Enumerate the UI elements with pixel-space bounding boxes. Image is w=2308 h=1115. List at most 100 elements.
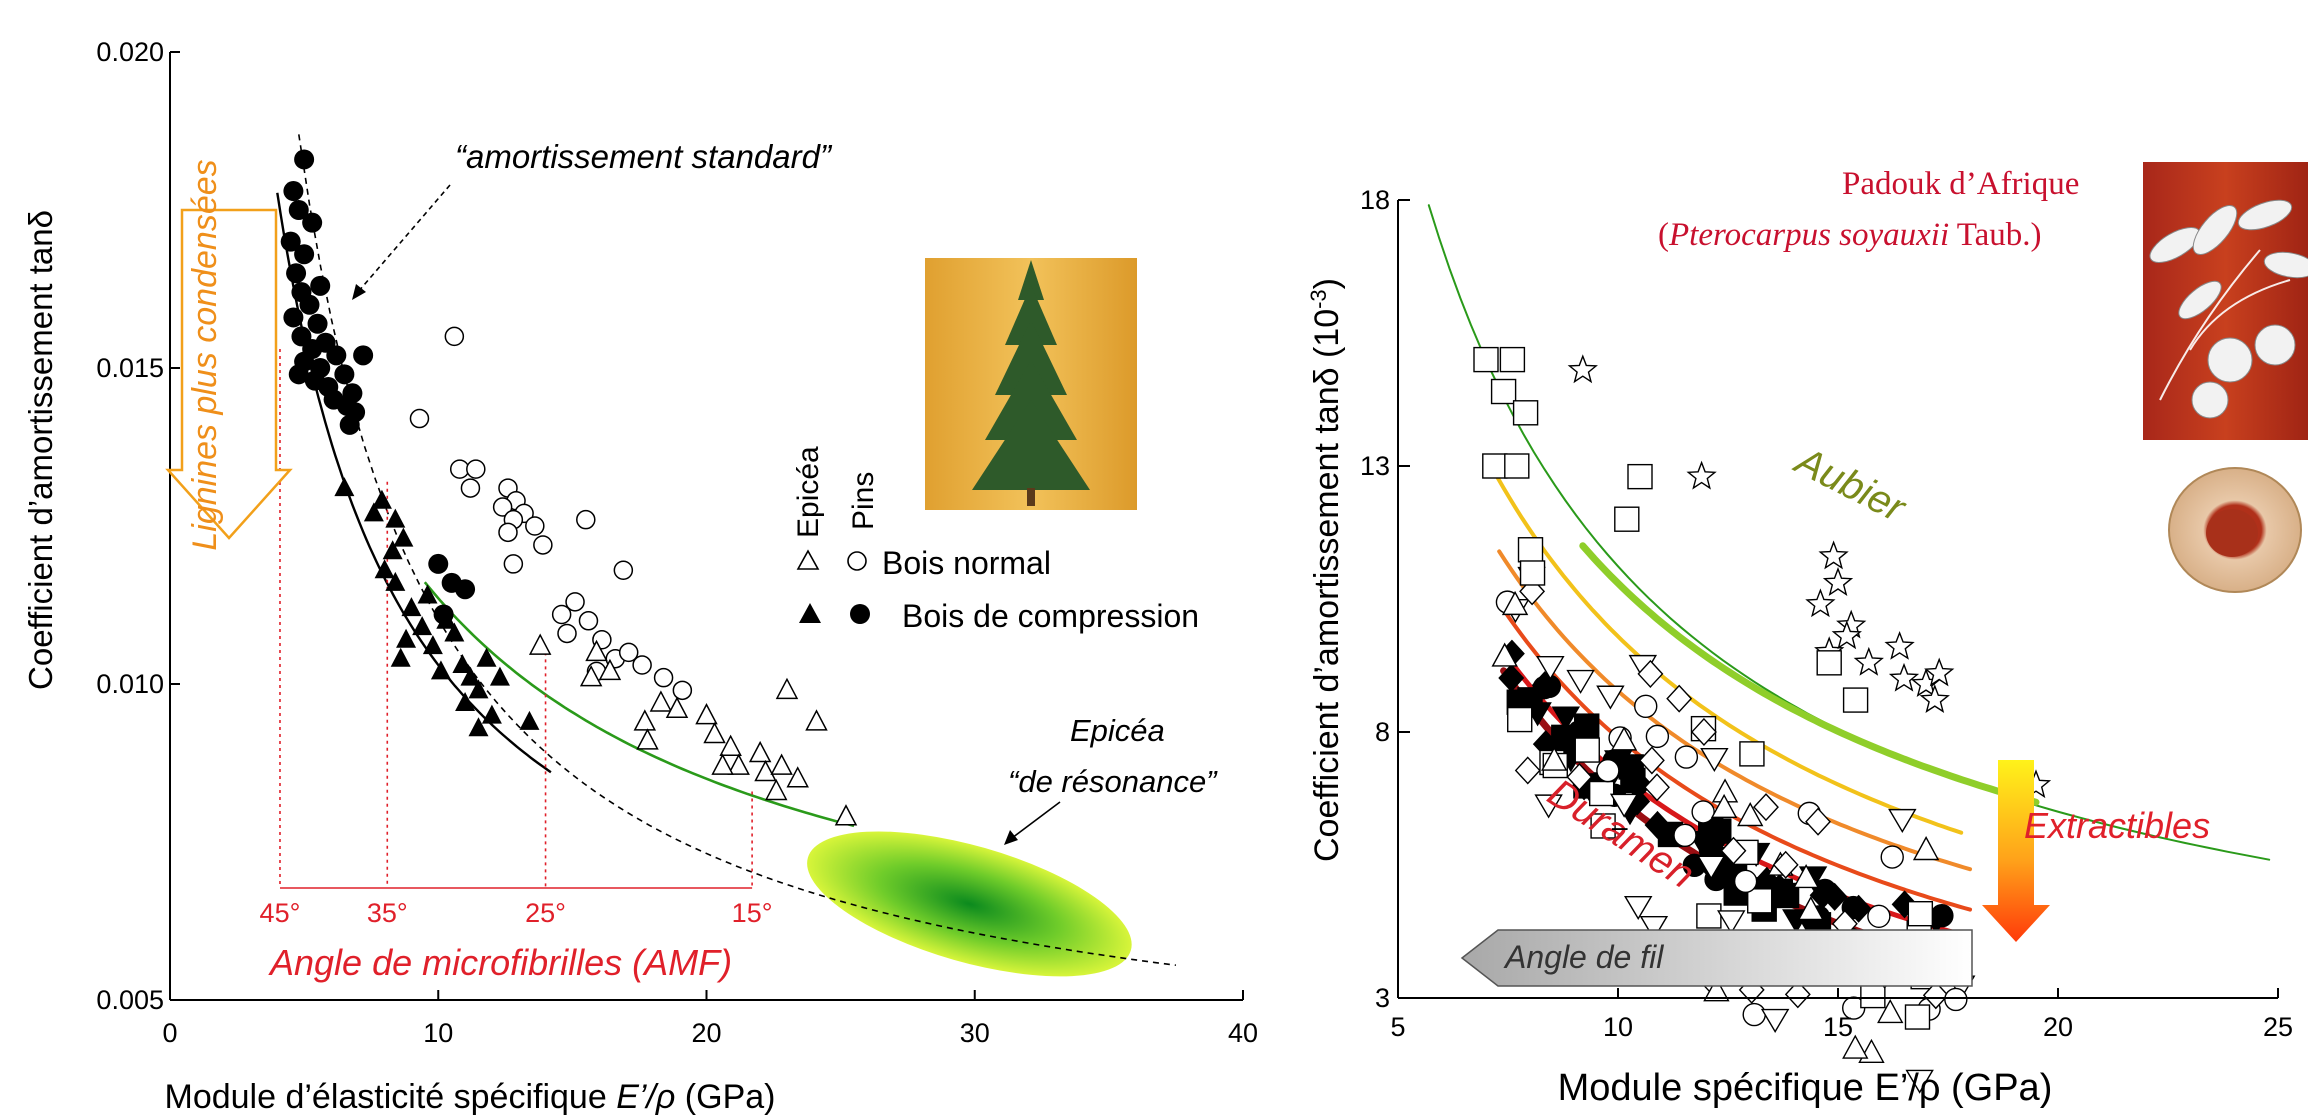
- right-ylabel: Coefficient d’amortissement tanδ (10-3): [1306, 278, 1346, 862]
- epicea-normal-point: [719, 734, 742, 756]
- left-y-tick-label: 0.015: [96, 353, 164, 383]
- left-axes: 0 10 20 30 40 0.005 0.010 0.015 0.020: [96, 37, 1258, 1048]
- epicea-normal-point: [765, 778, 788, 801]
- right-ylabel-main: Coefficient d’amortissement tanδ (10: [1308, 309, 1346, 862]
- left-y-tick-label: 0.020: [96, 37, 164, 67]
- sapwood-star-point: [1924, 657, 1955, 687]
- open-inverted-triangle-point: [1717, 910, 1746, 935]
- epicea-normal-point: [633, 709, 657, 731]
- open-circle-point: [1691, 800, 1715, 824]
- epicea-normal-point: [695, 702, 718, 725]
- epicea-normal-point: [649, 690, 673, 712]
- resonance-spruce-ellipse: [807, 831, 1132, 977]
- open-triangle-point: [1842, 1034, 1869, 1059]
- extractibles-label: Extractibles: [2024, 805, 2210, 846]
- heartwood-diamond-point: [1766, 873, 1793, 902]
- open-square-point: [1739, 741, 1765, 767]
- open-diamond-point: [1566, 762, 1593, 792]
- right-axes: 5 10 15 20 25 3 8 13 18: [1360, 185, 2293, 1042]
- pins-compression-point: [280, 231, 301, 252]
- epicea-normal-point: [598, 658, 622, 681]
- padouk-name: Padouk d’Afrique: [1842, 166, 2079, 202]
- standard-damping-arrow: [357, 184, 451, 293]
- left-ylabel: Coefficient d’amortissement tanδ: [22, 210, 59, 690]
- resonance-arrowhead: [1004, 830, 1018, 845]
- right-x-tick-label: 20: [2043, 1012, 2073, 1042]
- pins-normal-point: [613, 560, 634, 580]
- open-square-point: [1499, 346, 1526, 373]
- open-inverted-triangle-point: [1536, 656, 1565, 681]
- left-data-points: [280, 149, 858, 826]
- epicea-normal-point: [775, 677, 799, 700]
- left-legend: Epicéa Pins Bois normal Bois de compress…: [792, 446, 1199, 634]
- open-diamond-point: [1784, 980, 1811, 1009]
- epicea-compression-point: [385, 508, 406, 528]
- amf-angle-label: 35°: [367, 898, 408, 928]
- grain-angle-label: Angle de fil: [1503, 939, 1664, 975]
- epicea-normal-point: [786, 766, 809, 788]
- pins-compression-point: [455, 579, 476, 600]
- epicea-compression-point: [430, 660, 451, 680]
- pins-compression-point: [288, 200, 309, 220]
- epicea-normal-point: [585, 639, 608, 662]
- padouk-latin-italic: Pterocarpus soyauxii: [1668, 217, 1949, 253]
- open-diamond-point: [1753, 793, 1779, 822]
- open-triangle-point: [1877, 999, 1904, 1024]
- open-inverted-triangle-point: [1888, 808, 1917, 834]
- pins-normal-point: [557, 623, 577, 644]
- open-square-point: [1588, 780, 1615, 807]
- epicea-normal-point: [748, 740, 772, 763]
- lignin-arrow: [165, 208, 293, 540]
- left-y-tick-label: 0.005: [96, 985, 164, 1015]
- epicea-compression-point: [363, 502, 384, 522]
- open-diamond-point: [1691, 717, 1717, 746]
- left-x-tick-label: 20: [691, 1018, 721, 1048]
- open-inverted-triangle-point: [1623, 895, 1653, 921]
- epicea-normal-point: [528, 633, 552, 655]
- open-circle-point: [1673, 823, 1697, 848]
- left-chart: 45° 35° 25° 15° 0 10 20 30 40 0.005 0.010 0.015 0.0…: [22, 37, 1258, 1115]
- pins-normal-point: [503, 554, 524, 574]
- amf-angle-label: 15°: [732, 898, 773, 928]
- epicea-normal-point: [727, 753, 750, 775]
- padouk-wood-image: [2143, 162, 2308, 440]
- resonance-label-1: Epicéa: [1070, 713, 1165, 748]
- heartwood-diamond-point: [1644, 810, 1671, 839]
- sapwood-star-point: [1818, 540, 1849, 570]
- open-circle-point: [1596, 758, 1620, 783]
- sapwood-star-point: [1831, 620, 1862, 650]
- epicea-compression-point: [455, 691, 476, 711]
- right-y-tick-label: 18: [1360, 185, 1390, 215]
- open-triangle-point: [1703, 977, 1730, 1002]
- pins-compression-point: [283, 181, 304, 202]
- sapwood-star-point: [1853, 646, 1884, 676]
- open-inverted-triangle-point: [1639, 915, 1669, 941]
- left-xlabel: Module d’élasticité spécifique E’/ρ (GPa…: [165, 1078, 776, 1115]
- pins-normal-point: [551, 604, 572, 625]
- padouk-log-disc: [2168, 467, 2302, 593]
- epicea-normal-point: [665, 696, 689, 719]
- right-y-tick-label: 3: [1375, 983, 1390, 1013]
- legend-row-normal: Bois normal: [882, 545, 1051, 581]
- orange-curve: [1497, 549, 1972, 872]
- open-circle-point: [1880, 845, 1904, 869]
- pins-compression-point: [302, 212, 323, 233]
- pins-normal-point: [460, 478, 481, 498]
- open-triangle-point: [1610, 726, 1638, 751]
- open-square-point: [1816, 650, 1842, 676]
- open-triangle-point: [1491, 642, 1518, 667]
- epicea-compression-point: [436, 609, 457, 629]
- open-square-point: [1482, 453, 1508, 479]
- yellow-curve: [1484, 454, 1964, 835]
- padouk-latin-end: Taub.): [1949, 217, 2041, 253]
- legend-triangle-open: [796, 549, 820, 570]
- open-square-point: [1907, 900, 1934, 927]
- extractibles-arrow: [1982, 760, 2050, 942]
- open-triangle-point: [1541, 746, 1568, 771]
- open-circle-point: [1867, 904, 1891, 928]
- pins-normal-point: [444, 326, 465, 347]
- sapwood-star-point: [1567, 354, 1598, 384]
- pins-compression-point: [339, 414, 360, 435]
- heartwood-square-point: [1706, 818, 1732, 844]
- pins-compression-point: [283, 307, 304, 328]
